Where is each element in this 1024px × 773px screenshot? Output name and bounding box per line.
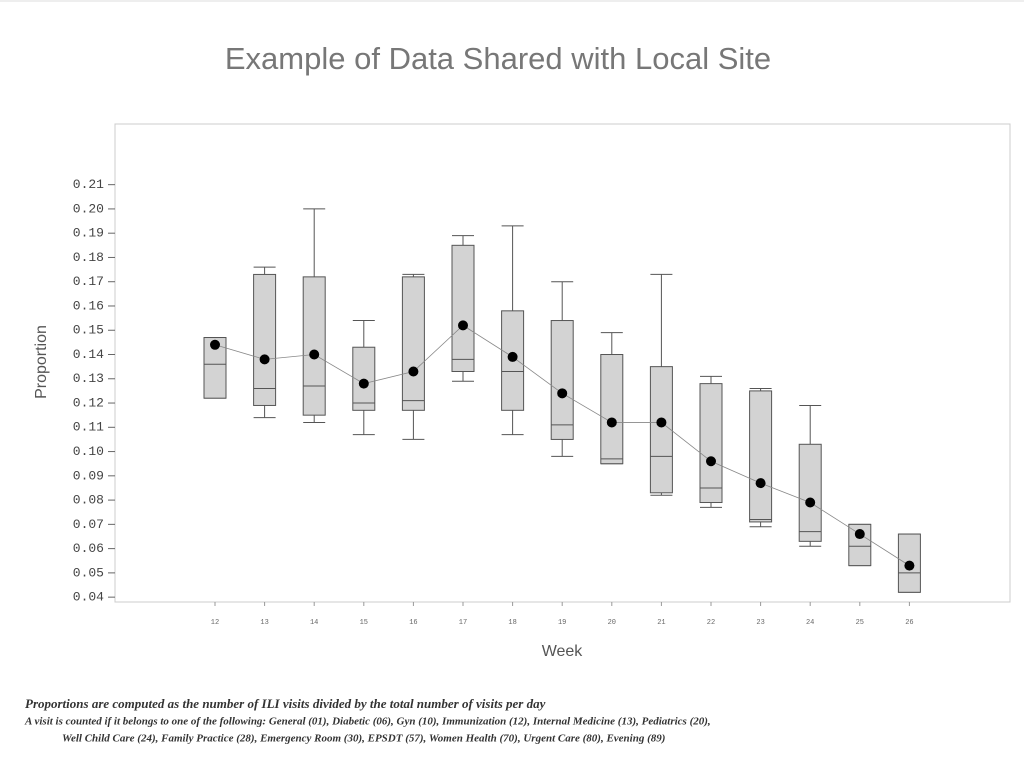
x-tick-label: 22: [707, 619, 715, 627]
y-tick-label: 0.19: [73, 226, 104, 241]
y-tick-label: 0.17: [73, 274, 104, 289]
x-tick-label: 13: [260, 619, 268, 627]
y-tick-label: 0.04: [73, 590, 104, 605]
mean-point: [706, 456, 716, 467]
x-tick-label: 12: [211, 619, 219, 627]
mean-point: [408, 366, 419, 377]
x-tick-label: 25: [856, 619, 864, 627]
x-tick-label: 24: [806, 619, 814, 627]
x-tick-label: 23: [756, 619, 764, 627]
mean-point: [755, 478, 766, 489]
box: [550, 320, 574, 440]
x-axis-label: Week: [542, 643, 584, 660]
box: [302, 276, 326, 416]
y-tick-label: 0.05: [73, 565, 104, 580]
box: [798, 443, 822, 542]
footnote: A visit is counted if it belongs to one …: [24, 716, 711, 728]
y-tick-label: 0.16: [73, 298, 104, 313]
x-tick-label: 15: [360, 619, 368, 627]
mean-point: [805, 497, 816, 508]
x-tick-label: 21: [657, 619, 665, 627]
box: [649, 366, 673, 494]
mean-point: [210, 339, 220, 350]
mean-point: [606, 417, 617, 428]
box: [699, 383, 723, 504]
x-tick-label: 19: [558, 619, 566, 627]
box: [401, 276, 425, 411]
box: [749, 390, 773, 523]
mean-point: [309, 349, 320, 360]
footnote: Well Child Care (24), Family Practice (2…: [62, 733, 665, 745]
x-tick-label: 17: [459, 619, 467, 627]
box: [203, 337, 227, 399]
y-tick-label: 0.15: [73, 323, 104, 338]
box: [451, 244, 475, 372]
y-tick-label: 0.13: [73, 371, 104, 386]
mean-point: [507, 351, 518, 362]
box: [253, 273, 277, 406]
mean-point: [458, 320, 468, 331]
y-tick-label: 0.08: [73, 493, 104, 508]
footnote: Proportions are computed as the number o…: [25, 696, 546, 711]
mean-point: [904, 560, 915, 571]
x-tick-label: 16: [409, 619, 417, 627]
y-tick-label: 0.07: [73, 517, 104, 532]
y-tick-label: 0.09: [73, 468, 104, 483]
y-tick-label: 0.20: [73, 201, 104, 216]
y-tick-label: 0.10: [73, 444, 104, 459]
mean-point: [259, 354, 270, 365]
mean-point: [557, 388, 568, 399]
x-tick-label: 26: [905, 619, 913, 627]
y-tick-label: 0.21: [73, 177, 104, 192]
y-tick-label: 0.11: [73, 420, 104, 435]
y-tick-label: 0.12: [73, 395, 104, 410]
mean-point: [656, 417, 667, 428]
x-tick-label: 18: [508, 619, 516, 627]
box: [848, 523, 872, 567]
y-tick-label: 0.18: [73, 250, 104, 265]
chart-title: Example of Data Shared with Local Site: [225, 41, 771, 76]
mean-point: [854, 529, 865, 540]
y-tick-label: 0.14: [73, 347, 104, 362]
x-tick-label: 20: [608, 619, 616, 627]
box: [600, 354, 624, 465]
x-tick-label: 14: [310, 619, 318, 627]
mean-point: [358, 378, 369, 389]
y-axis-label: Proportion: [33, 325, 50, 399]
y-tick-label: 0.06: [73, 541, 104, 556]
